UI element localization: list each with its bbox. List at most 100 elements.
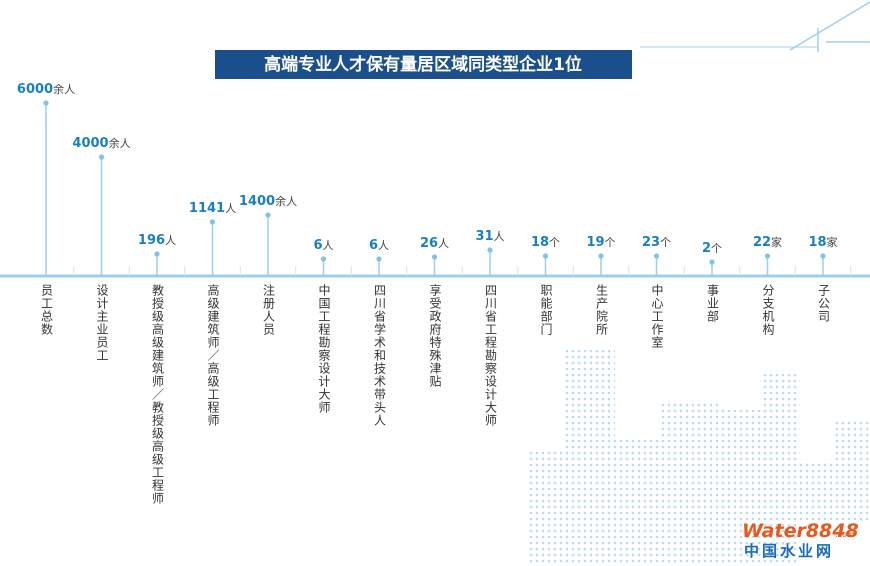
value: 2	[701, 241, 712, 256]
stem-dot	[98, 154, 105, 160]
label-column: 四川省工程勘察设计大师	[483, 284, 498, 427]
unit: 个	[660, 236, 672, 249]
label-column: 员工总数	[39, 284, 54, 336]
label-column: 四川省学术和技术带头人	[372, 284, 387, 427]
skyline	[528, 350, 870, 566]
value-label: 196人	[138, 232, 176, 248]
item-label: 子公司	[816, 284, 831, 323]
unit: 余人	[108, 137, 131, 150]
item-label: 注册人员	[261, 284, 276, 336]
label-column: 事业部	[705, 284, 720, 323]
items	[43, 100, 852, 276]
stem-dot	[487, 247, 493, 253]
item-label: 享受政府特殊津贴	[427, 284, 442, 388]
unit: 人	[225, 202, 237, 215]
label-column: 生产院所	[594, 284, 609, 336]
label-column: 中国工程勘察设计大师	[317, 284, 331, 414]
unit: 余人	[275, 195, 298, 208]
stem-dot	[709, 259, 715, 265]
value: 23	[641, 235, 661, 250]
value-label: 22家	[753, 234, 782, 250]
item-label: 中心工作室	[649, 284, 664, 349]
value: 6	[313, 238, 323, 253]
label-column: 子公司	[816, 284, 831, 323]
title: 高端专业人才保有量居区域同类型企业1位	[264, 54, 582, 75]
unit: 人	[378, 239, 390, 252]
label-column: 高级建筑师／高级工程师	[206, 284, 220, 427]
item-label: 设计主业员工	[94, 284, 109, 362]
stem-dot	[542, 253, 549, 259]
value: 26	[419, 236, 439, 251]
value: 6000	[16, 82, 54, 97]
value-label: 1141人	[189, 200, 236, 216]
value-label: 23个	[642, 234, 671, 250]
value-label: 6000余人	[17, 81, 75, 97]
label-column: 享受政府特殊津贴	[428, 284, 442, 388]
value: 31	[475, 229, 494, 244]
unit: 人	[165, 234, 177, 247]
item-label: 四川省学术和技术带头人	[372, 284, 387, 427]
value-label: 2个	[702, 240, 722, 256]
item-label: 教授级高级建筑师／ 教授级高级工程师	[150, 284, 165, 505]
value: 1141	[188, 201, 226, 216]
label-column: 教授级高级建筑师／	[150, 284, 165, 401]
value-label: 4000余人	[72, 135, 130, 151]
item-label: 分支机构	[760, 284, 775, 336]
stem-dot	[43, 100, 49, 106]
value: 4000	[72, 136, 109, 151]
label-column: 注册人员	[261, 284, 276, 336]
item-label: 事业部	[705, 284, 720, 323]
value-label: 19个	[586, 234, 615, 250]
label-column: 职能部门	[539, 284, 553, 336]
value-label: 18家	[808, 234, 837, 250]
value-label: 31人	[475, 228, 504, 244]
value: 6	[368, 238, 379, 253]
stem-dot	[265, 212, 271, 218]
logo-brand: Water8848	[742, 520, 859, 542]
unit: 人	[438, 237, 450, 250]
value: 1400	[238, 194, 276, 209]
item-label: 高级建筑师／高级工程师	[205, 284, 220, 427]
corner-decoration	[640, 1, 870, 52]
value-label: 1400余人	[239, 193, 297, 209]
unit: 家	[771, 236, 783, 249]
item-label: 员工总数	[39, 284, 54, 336]
stem-dot	[209, 219, 216, 225]
item-label: 四川省工程勘察设计大师	[483, 284, 498, 427]
value: 18	[530, 235, 550, 250]
unit: 家	[826, 236, 838, 249]
value: 19	[586, 235, 605, 250]
item-label: 生产院所	[594, 284, 609, 336]
label-column: 设计主业员工	[95, 284, 109, 362]
stem-dot	[376, 256, 382, 262]
value: 196	[137, 233, 166, 248]
logo-domain: .com	[835, 530, 855, 539]
unit: 个	[549, 236, 561, 249]
value-label: 26人	[420, 235, 449, 251]
stem-dot	[764, 253, 771, 259]
stem-dot	[598, 253, 604, 259]
item-label: 职能部门	[538, 284, 553, 336]
label-column: 中心工作室	[650, 284, 664, 349]
stem-dot	[820, 253, 826, 259]
value-label: 6人	[369, 237, 389, 253]
value: 18	[808, 235, 827, 250]
value: 22	[752, 235, 772, 250]
value-label: 6人	[313, 237, 333, 253]
unit: 余人	[53, 83, 76, 96]
item-label: 中国工程勘察设计大师	[316, 284, 331, 414]
stem-dot	[320, 256, 327, 262]
unit: 人	[493, 230, 505, 243]
stem-dot	[431, 254, 438, 260]
logo-name: 中国水业网	[744, 542, 834, 560]
label-column: 教授级高级工程师	[150, 401, 165, 505]
value-label: 18个	[531, 234, 560, 250]
stem-dot	[653, 253, 660, 259]
unit: 个	[711, 242, 723, 255]
unit: 个	[604, 236, 616, 249]
title-banner	[215, 50, 632, 79]
stem-dot	[154, 251, 160, 257]
label-column: 分支机构	[761, 284, 775, 336]
